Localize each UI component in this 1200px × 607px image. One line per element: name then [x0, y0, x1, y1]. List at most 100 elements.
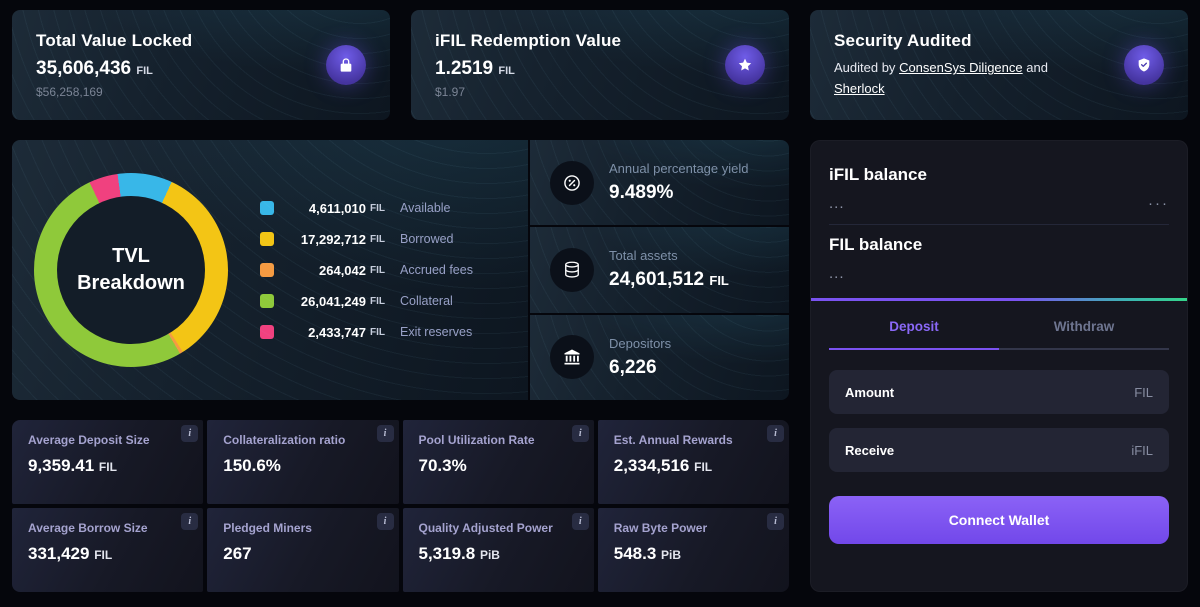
tvl-legend: 4,611,010 FIL Available 17,292,712 FIL B…: [260, 201, 473, 340]
metric-pool-utilization-rate: i Pool Utilization Rate 70.3%: [402, 420, 594, 504]
metric-value: 2,334,516 FIL: [614, 456, 773, 476]
donut-center-label: TVL Breakdown: [57, 196, 205, 344]
metric-number: 267: [223, 544, 252, 563]
legend-unit: FIL: [370, 202, 385, 214]
legend-swatch: [260, 201, 274, 215]
amount-field[interactable]: Amount FIL: [829, 370, 1169, 414]
receive-input[interactable]: [904, 442, 1122, 458]
legend-value: 17,292,712: [300, 231, 366, 247]
legend-label: Available: [400, 201, 451, 215]
consensys-diligence-link[interactable]: ConsenSys Diligence: [899, 60, 1023, 76]
card-title: Total Value Locked: [36, 31, 193, 50]
donut-title-line2: Breakdown: [77, 272, 185, 294]
metric-number: 150.6%: [223, 456, 281, 475]
main-row: TVL Breakdown 4,611,010 FIL Available: [12, 140, 1188, 592]
stat-value: 9.489%: [609, 182, 749, 204]
sherlock-link[interactable]: Sherlock: [834, 80, 885, 96]
metric-unit: PiB: [479, 548, 500, 562]
metric-number: 548.3: [613, 544, 657, 563]
legend-swatch: [260, 294, 274, 308]
metric-label: Pool Utilization Rate: [418, 433, 535, 447]
receive-field-suffix: iFIL: [1131, 442, 1153, 458]
stat-text: Annual percentage yield 9.489%: [609, 161, 749, 204]
connect-wallet-button[interactable]: Connect Wallet: [829, 496, 1169, 544]
legend-value: 26,041,249: [300, 293, 366, 309]
metric-label: Pledged Miners: [223, 521, 312, 535]
metric-value: 267: [223, 544, 382, 564]
card-subvalue: $1.97: [435, 85, 466, 99]
info-icon[interactable]: i: [376, 425, 394, 442]
metric-number: 70.3%: [418, 456, 467, 475]
legend-unit: FIL: [370, 326, 385, 338]
info-icon[interactable]: i: [181, 513, 199, 530]
card-title: Security Audited: [834, 31, 972, 51]
value-number: 35,606,436: [36, 58, 132, 79]
metric-value: 331,429 FIL: [28, 544, 187, 564]
metric-value: 150.6%: [223, 456, 382, 476]
stat-text: Depositors 6,226: [609, 336, 671, 379]
total-value-locked-card: Total Value Locked 35,606,436 FIL $56,25…: [12, 10, 390, 120]
stat-label: Annual percentage yield: [609, 161, 749, 177]
amount-field-label: Amount: [845, 384, 895, 400]
info-icon[interactable]: i: [571, 513, 589, 530]
audit-text: Audited by ConsenSys Diligence and Sherl…: [834, 58, 1086, 98]
stat-unit: FIL: [709, 273, 729, 289]
metric-value: 548.3 PiB: [614, 544, 773, 564]
legend-swatch: [260, 325, 274, 339]
amount-field-suffix: FIL: [1134, 384, 1153, 400]
metric-average-deposit-size: i Average Deposit Size 9,359.41 FIL: [12, 420, 204, 504]
metric-pledged-miners: i Pledged Miners 267: [207, 508, 399, 592]
stat-total-assets: Total assets 24,601,512 FIL: [530, 227, 789, 313]
accent-divider: [811, 298, 1187, 301]
card-value: 1.2519 FIL: [435, 58, 621, 80]
legend-item: 264,042 FIL Accrued fees: [260, 263, 473, 278]
receive-field[interactable]: Receive iFIL: [829, 428, 1169, 472]
metric-number: 9,359.41: [28, 456, 95, 475]
audit-text-and: and: [1026, 60, 1048, 76]
pool-stats-column: Annual percentage yield 9.489%: [530, 140, 789, 400]
value-unit: FIL: [498, 65, 515, 77]
legend-item: 26,041,249 FIL Collateral: [260, 294, 473, 309]
stat-text: Total assets 24,601,512 FIL: [609, 248, 729, 291]
amount-input[interactable]: [904, 384, 1125, 400]
ifil-balance-value: ...: [829, 195, 845, 212]
metric-unit: FIL: [694, 460, 713, 474]
legend-value: 2,433,747: [308, 324, 366, 340]
left-column: TVL Breakdown 4,611,010 FIL Available: [12, 140, 789, 592]
info-icon[interactable]: i: [767, 513, 784, 530]
legend-unit: FIL: [370, 295, 385, 307]
metric-unit: FIL: [98, 460, 117, 474]
top-summary-row: Total Value Locked 35,606,436 FIL $56,25…: [12, 10, 1188, 120]
stat-value: 6,226: [609, 357, 671, 379]
wallet-fields: Amount FIL Receive iFIL: [829, 370, 1169, 472]
metric-unit: PiB: [661, 548, 682, 562]
wallet-panel: iFIL balance ... ··· FIL balance ... Dep…: [810, 140, 1188, 592]
legend-item: 4,611,010 FIL Available: [260, 201, 473, 216]
audit-text-prefix: Audited by: [834, 60, 896, 76]
metric-number: 2,334,516: [613, 456, 690, 475]
info-icon[interactable]: i: [767, 425, 784, 442]
receive-field-label: Receive: [845, 442, 895, 458]
more-options-icon[interactable]: ···: [1148, 195, 1169, 212]
shield-check-icon: [1124, 45, 1164, 85]
metrics-grid: i Average Deposit Size 9,359.41 FIL i Co…: [12, 420, 789, 592]
fil-balance-row: ...: [829, 265, 1169, 282]
metric-collateralization-ratio: i Collateralization ratio 150.6%: [207, 420, 399, 504]
tvl-donut-chart: TVL Breakdown: [34, 173, 228, 367]
card-subvalue: $56,258,169: [36, 85, 103, 99]
card-title: iFIL Redemption Value: [435, 31, 622, 50]
tab-withdraw[interactable]: Withdraw: [999, 301, 1169, 350]
wallet-balances: iFIL balance ... ··· FIL balance ...: [811, 141, 1187, 294]
info-icon[interactable]: i: [376, 513, 394, 530]
legend-unit: FIL: [370, 233, 385, 245]
tab-deposit[interactable]: Deposit: [829, 301, 999, 350]
bank-icon: [550, 335, 594, 380]
security-card-text: Security Audited Audited by ConsenSys Di…: [834, 31, 1086, 98]
stat-label: Total assets: [609, 248, 678, 264]
lock-icon: [326, 45, 366, 85]
legend-label: Accrued fees: [400, 263, 473, 277]
info-icon[interactable]: i: [181, 425, 199, 442]
percent-badge-icon: [550, 160, 594, 205]
info-icon[interactable]: i: [571, 425, 589, 442]
